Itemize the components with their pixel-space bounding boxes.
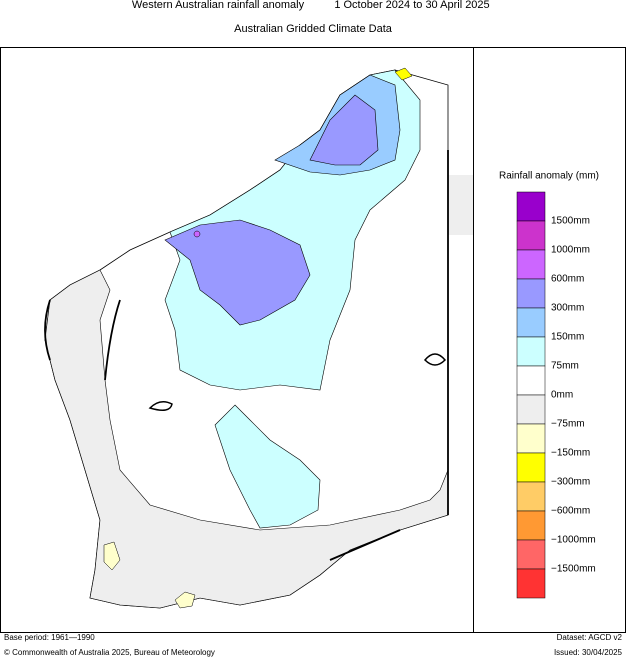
legend-label: −1500mm [551,564,596,575]
copyright: © Commonwealth of Australia 2025, Bureau… [4,648,215,657]
legend-swatch [516,336,546,367]
legend-label: −75mm [551,419,585,430]
legend-swatch [516,220,546,251]
legend-label: 600mm [551,274,584,285]
legend-swatch [516,423,546,454]
legend-swatch [516,191,546,222]
below-average-small [103,541,121,571]
legend-title: Rainfall anomaly (mm) [499,171,599,182]
legend-swatch [516,307,546,338]
legend-swatch [516,539,546,570]
legend-label: −1000mm [551,535,596,546]
issued: Issued: 30/04/2025 [554,648,623,657]
below-average-small-south [174,591,196,609]
legend-swatch [516,568,546,599]
title: Western Australian rainfall anomaly [132,0,305,11]
legend-swatch [516,278,546,309]
legend-swatch [516,452,546,483]
legend-swatch [516,481,546,512]
legend-frame [473,47,626,633]
dataset: Dataset: AGCD v2 [557,633,623,642]
legend-label: 1500mm [551,216,590,227]
legend-label: 0mm [551,390,573,401]
map [44,67,473,609]
legend-label: 75mm [551,361,579,372]
above-average-75mm-centre [214,404,321,529]
base-period: Base period: 1961—1990 [4,633,95,642]
legend-label: 150mm [551,332,584,343]
legend-swatch [516,365,546,396]
legend-swatch [516,394,546,425]
legend-label: −300mm [551,477,590,488]
lake-outlines [148,353,447,411]
subtitle: Australian Gridded Climate Data [234,23,393,35]
legend-swatch [516,249,546,280]
above-average-300mm-north [309,94,379,166]
below-average-kimberley-coast [394,67,413,81]
legend-label: 300mm [551,303,584,314]
legend-label: −600mm [551,506,590,517]
legend-label: 1000mm [551,245,590,256]
above-average-600mm [193,230,201,238]
legend: 1500mm 1000mm 600mm 300mm 150mm 75mm 0mm −75mm −… [516,191,596,599]
legend-label: −150mm [551,448,590,459]
above-average-300mm-centre [164,219,311,326]
period: 1 October 2024 to 30 April 2025 [334,0,489,11]
legend-swatch [516,510,546,541]
boundary-lines [44,150,449,561]
